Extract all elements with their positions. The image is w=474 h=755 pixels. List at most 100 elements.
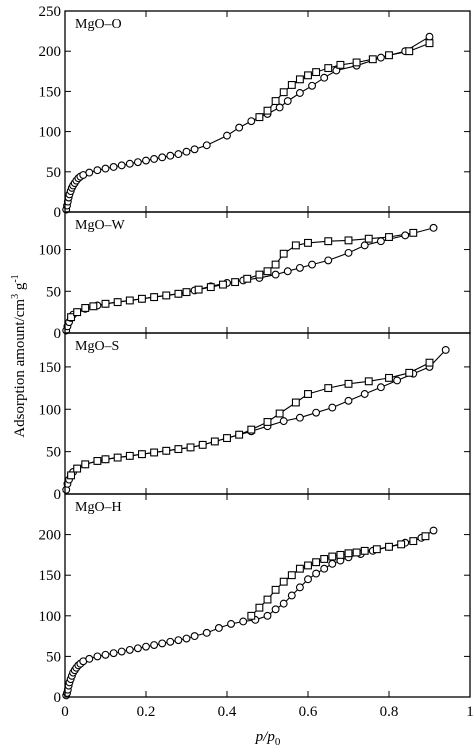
panel-2: 0 50 100 MgO–W xyxy=(39,211,471,342)
panel-title: MgO–O xyxy=(75,17,122,32)
data-point-circle xyxy=(376,383,385,392)
data-point-circle xyxy=(150,641,159,649)
data-point-circle xyxy=(344,396,353,405)
data-point-circle xyxy=(109,163,118,171)
data-point-circle xyxy=(283,97,292,105)
data-point-circle xyxy=(247,117,256,126)
data-point-circle xyxy=(425,32,434,41)
data-point-square xyxy=(263,418,272,426)
data-point-square xyxy=(93,457,102,465)
data-point-square xyxy=(344,379,353,388)
data-point-circle xyxy=(182,147,191,156)
data-point-square xyxy=(295,564,304,573)
y-tick-label: 100 xyxy=(39,609,62,625)
data-point-square xyxy=(162,291,171,300)
data-point-square xyxy=(279,249,288,258)
data-point-circle xyxy=(271,605,280,614)
data-point-square xyxy=(425,358,434,367)
data-point-square xyxy=(263,106,272,115)
data-point-square xyxy=(138,450,146,459)
data-point-circle xyxy=(360,390,369,398)
data-point-circle xyxy=(235,123,244,132)
data-point-circle xyxy=(308,260,316,269)
y-axis-title-sup1: 3 xyxy=(10,294,21,299)
data-point-square xyxy=(186,443,195,452)
data-point-square xyxy=(73,464,82,473)
data-point-circle xyxy=(376,237,385,246)
data-point-square xyxy=(206,283,215,292)
data-point-square xyxy=(73,308,82,317)
y-tick-label: 0 xyxy=(54,690,62,706)
data-point-square xyxy=(344,549,353,558)
data-point-square xyxy=(125,296,134,305)
data-point-circle xyxy=(158,639,167,648)
panel-title: MgO–H xyxy=(75,500,122,515)
y-tick-label: 250 xyxy=(39,4,62,20)
data-point-square xyxy=(287,571,296,580)
panel-frame xyxy=(64,493,471,698)
data-point-square xyxy=(279,88,288,97)
data-point-square xyxy=(210,437,219,446)
data-point-square xyxy=(231,278,240,287)
data-point-square xyxy=(182,288,191,297)
data-point-square xyxy=(405,368,414,377)
data-point-circle xyxy=(101,164,110,173)
data-point-square xyxy=(304,561,312,570)
data-point-square xyxy=(328,552,337,561)
y-axis-title-sup2: -1 xyxy=(10,274,21,282)
data-point-circle xyxy=(202,628,211,637)
y-tick-label: 150 xyxy=(39,360,62,376)
data-point-square xyxy=(385,233,393,241)
data-point-circle xyxy=(202,141,211,150)
x-axis-title-text: p/p xyxy=(255,729,276,745)
data-point-square xyxy=(372,545,381,554)
y-tick-label: 100 xyxy=(39,125,62,141)
data-point-circle xyxy=(182,634,191,643)
data-point-circle xyxy=(174,150,183,159)
y-axis-title-text: Adsorption amount/cm xyxy=(12,299,28,438)
data-point-circle xyxy=(93,652,102,661)
data-point-square xyxy=(263,267,272,276)
y-tick-label: 50 xyxy=(46,445,61,461)
data-point-square xyxy=(312,68,321,77)
data-point-square xyxy=(287,81,296,89)
data-point-square xyxy=(352,58,361,67)
data-point-circle xyxy=(85,654,94,663)
data-point-circle xyxy=(360,241,369,250)
data-point-circle xyxy=(85,168,94,177)
data-point-circle xyxy=(328,403,337,412)
series-line-square xyxy=(70,232,414,318)
data-point-circle xyxy=(401,231,410,240)
data-point-square xyxy=(67,471,76,480)
y-tick-label: 0 xyxy=(54,326,62,342)
data-point-circle xyxy=(344,248,353,257)
y-tick-label: 150 xyxy=(39,84,62,100)
data-point-square xyxy=(223,434,231,443)
data-point-square xyxy=(352,548,361,557)
y-tick-label: 50 xyxy=(46,165,61,181)
data-point-circle xyxy=(142,156,150,165)
data-point-circle xyxy=(429,223,438,232)
data-point-square xyxy=(125,451,134,460)
data-point-circle xyxy=(283,267,292,276)
panel-1: 0 50 100 150 200 250 MgO–O xyxy=(39,4,471,221)
y-axis-title: Adsorption amount/cm3 g-1 xyxy=(10,274,28,437)
data-point-circle xyxy=(174,636,183,645)
panel-3: 0 50 100 150 MgO–S xyxy=(39,332,471,503)
data-point-square xyxy=(138,294,146,303)
data-point-square xyxy=(255,113,264,122)
data-point-square xyxy=(194,285,203,294)
series-line-square xyxy=(70,362,430,476)
data-point-square xyxy=(101,299,110,308)
data-point-circle xyxy=(312,569,321,578)
data-point-circle xyxy=(295,583,304,592)
data-point-circle xyxy=(304,575,312,584)
y-tick-label: 100 xyxy=(39,243,62,259)
data-point-square xyxy=(304,238,312,247)
data-point-circle xyxy=(320,564,329,573)
data-point-square xyxy=(295,75,304,84)
data-point-circle xyxy=(214,624,223,632)
data-point-square xyxy=(409,228,418,237)
